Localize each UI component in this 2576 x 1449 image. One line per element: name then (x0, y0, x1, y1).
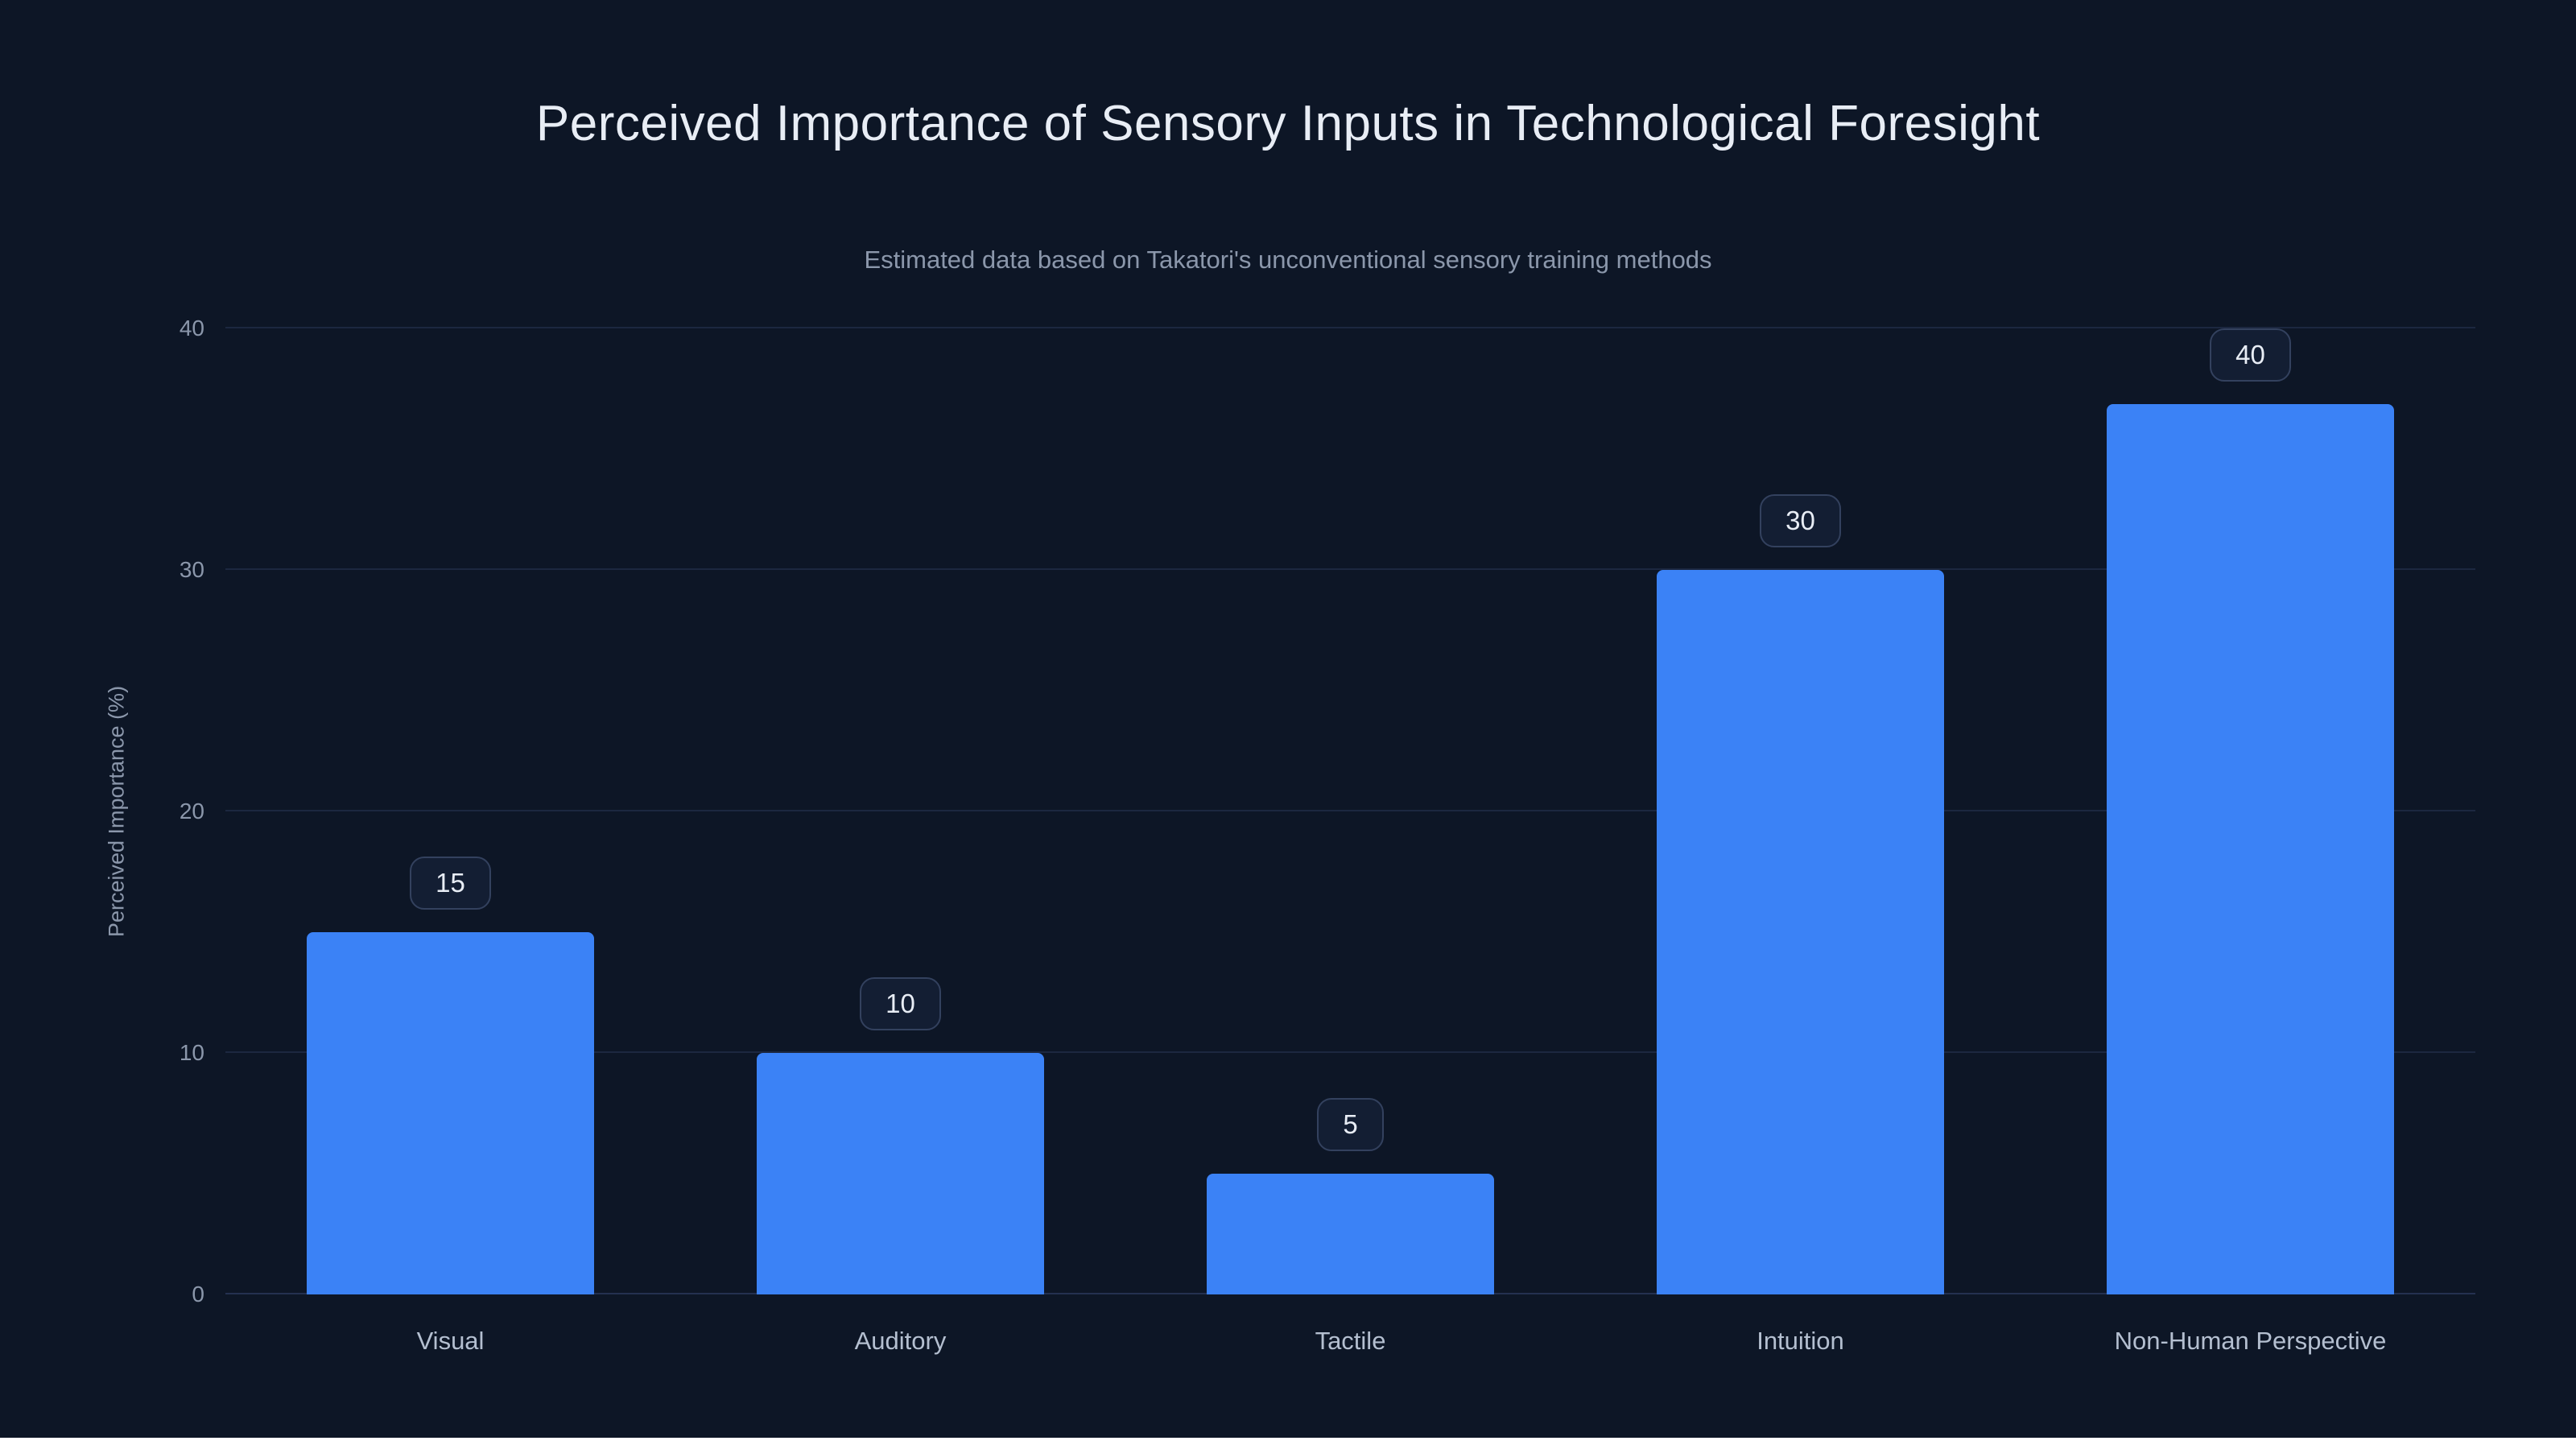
gridline-30 (225, 568, 2475, 570)
y-tick-label-30: 30 (179, 557, 204, 582)
bar-non-human-perspective (2106, 404, 2395, 1294)
bar-group-visual: 15 Visual (225, 328, 675, 1355)
y-tick-label-0: 0 (192, 1282, 204, 1307)
bars-layer: 15 Visual 10 Auditory 5 Tactile 30 Intuition 40 N… (225, 328, 2475, 1355)
bar-auditory (756, 1053, 1045, 1294)
plot-area: 0 10 20 30 40 15 Visual 10 Auditory 5 Tactile 30 In… (180, 316, 2475, 1355)
x-tick-label-auditory: Auditory (854, 1327, 947, 1355)
bar-group-intuition: 30 Intuition (1575, 328, 2025, 1355)
value-badge-non-human-perspective: 40 (2210, 328, 2291, 382)
y-tick-label-10: 10 (179, 1040, 204, 1065)
gridline-40 (225, 327, 2475, 328)
value-badge-tactile: 5 (1317, 1098, 1384, 1151)
y-tick-label-40: 40 (179, 316, 204, 341)
bar-group-tactile: 5 Tactile (1125, 328, 1575, 1355)
chart-title: Perceived Importance of Sensory Inputs i… (535, 96, 2041, 151)
bar-intuition (1656, 570, 1945, 1294)
bar-group-non-human-perspective: 40 Non-Human Perspective (2025, 328, 2475, 1355)
x-tick-label-tactile: Tactile (1315, 1327, 1386, 1355)
x-tick-label-non-human-perspective: Non-Human Perspective (2114, 1327, 2387, 1355)
value-badge-auditory: 10 (860, 977, 941, 1030)
bar-visual (306, 932, 595, 1294)
value-badge-visual: 15 (410, 857, 491, 910)
page-bottom-strip (0, 1438, 2576, 1449)
x-tick-label-intuition: Intuition (1757, 1327, 1844, 1355)
gridline-20 (225, 810, 2475, 811)
bar-group-auditory: 10 Auditory (675, 328, 1125, 1355)
y-tick-label-20: 20 (179, 799, 204, 824)
x-tick-label-visual: Visual (416, 1327, 485, 1355)
gridline-10 (225, 1051, 2475, 1053)
chart-subtitle: Estimated data based on Takatori's uncon… (864, 246, 1712, 274)
bar-tactile (1206, 1174, 1495, 1294)
value-badge-intuition: 30 (1760, 494, 1841, 547)
y-axis-title: Perceived Importance (%) (104, 685, 129, 938)
